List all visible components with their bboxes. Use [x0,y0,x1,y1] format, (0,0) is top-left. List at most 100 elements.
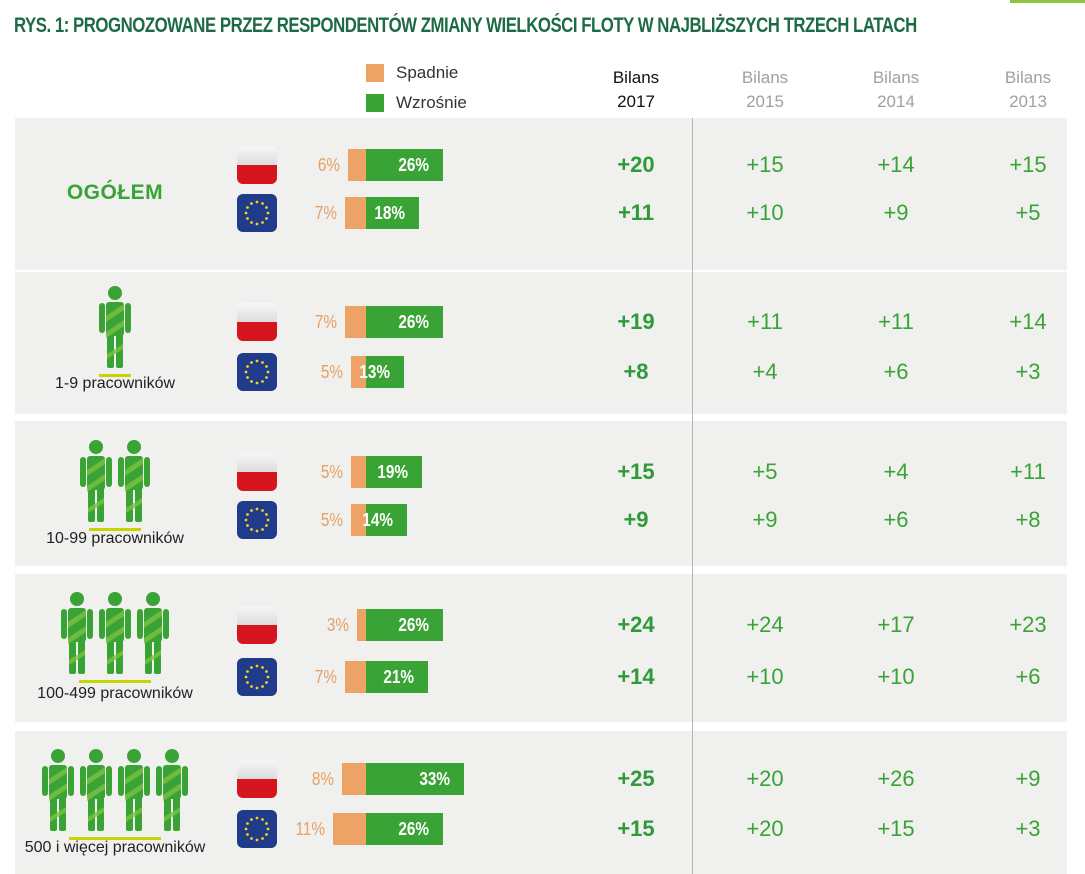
person-icon [118,749,150,831]
column-header-line1: Bilans [741,68,789,87]
person-icon [137,592,169,674]
group-underline [89,528,141,531]
balance-value: +11 [747,309,783,334]
balance-value: +5 [752,459,778,484]
chart-title: RYS. 1: PROGNOZOWANE PRZEZ RESPONDENTÓW … [14,14,917,37]
person-icon [61,592,93,674]
legend-item-increase: Wzrośnie [366,88,467,118]
column-header-2017: Bilans 2017 [591,66,681,114]
poland-flag-icon [237,760,277,798]
balance-value: +10 [746,200,784,225]
decrease-label: 5% [321,362,344,382]
balance-value: +10 [877,664,915,689]
balance-value: +10 [746,664,784,689]
flag-red-stripe [237,779,277,798]
bar-increase: 13% [360,356,405,388]
eu-stars-icon [244,664,270,690]
group-band [15,731,1067,874]
balance-value: +15 [617,816,655,841]
group-band [15,118,1067,270]
bar-decrease [345,197,366,229]
balance-value: +14 [617,664,655,689]
flag-white-stripe [237,760,277,779]
decrease-label: 5% [321,462,344,482]
poland-flag-icon [237,146,277,184]
balance-value: +11 [617,200,655,225]
legend-swatch-decrease [366,64,384,82]
balance-value: +14 [877,152,915,177]
increase-label: 26% [398,615,429,635]
increase-label: 33% [419,769,450,789]
flag-white-stripe [237,303,277,322]
flag-red-stripe [237,625,277,644]
legend-item-decrease: Spadnie [366,58,467,88]
flag-red-stripe [237,322,277,341]
balance-value: +17 [877,612,915,637]
balance-value: +8 [1015,507,1041,532]
column-header-line2: 2015 [746,92,784,111]
eu-flag-icon [237,501,277,539]
flag-white-stripe [237,146,277,165]
group-label: 1-9 pracowników [54,375,176,392]
group-band [15,272,1067,414]
group-label: OGÓŁEM [66,181,164,204]
balance-value: +20 [746,816,784,841]
bar-decrease [351,356,366,388]
flag-red-stripe [237,472,277,491]
legend-label-decrease: Spadnie [396,63,459,82]
balance-value: +15 [877,816,915,841]
group-band [15,421,1067,566]
bar-increase: 26% [366,306,443,338]
top-accent-line [1010,0,1085,3]
flag-white-stripe [237,453,277,472]
person-icon [80,749,112,831]
bar-increase: 26% [366,609,443,641]
balance-value: +6 [883,359,909,384]
increase-label: 19% [377,462,409,482]
column-header-line2: 2013 [1009,92,1047,111]
group-label: 500 i więcej pracowników [24,839,206,856]
group-underline [69,837,161,840]
balance-value: +15 [617,459,655,484]
group-label: 10-99 pracowników [46,530,184,547]
flag-red-stripe [237,165,277,184]
balance-value: +9 [883,200,909,225]
increase-label: 13% [359,362,391,382]
balance-value: +11 [1010,459,1046,484]
column-header-2014: Bilans 2014 [851,66,941,114]
column-header-line1: Bilans [1004,68,1052,87]
legend-label-increase: Wzrośnie [396,93,467,112]
increase-label: 14% [362,510,394,530]
balance-value: +14 [1009,309,1047,334]
decrease-label: 7% [315,667,338,687]
eu-stars-icon [244,359,270,385]
person-icon [80,440,112,522]
eu-flag-icon [237,810,277,848]
bar-decrease [333,813,366,845]
legend: Spadnie Wzrośnie [366,58,467,118]
bar-decrease [345,306,366,338]
column-header-line1: Bilans [612,68,660,87]
decrease-label: 5% [321,510,344,530]
decrease-label: 3% [326,615,350,635]
decrease-label: 11% [295,819,326,839]
poland-flag-icon [237,606,277,644]
increase-label: 26% [398,312,429,332]
bar-decrease [348,149,366,181]
decrease-label: 6% [318,155,341,175]
balance-value: +15 [746,152,784,177]
eu-flag-icon [237,353,277,391]
balance-value: +19 [617,309,655,334]
person-icon [156,749,188,831]
column-header-2015: Bilans 2015 [720,66,810,114]
increase-label: 26% [398,819,429,839]
bar-decrease [345,661,366,693]
people-icon-group [15,749,215,833]
legend-swatch-increase [366,94,384,112]
person-icon [118,440,150,522]
decrease-label: 8% [312,769,335,789]
balance-value: +3 [1015,359,1041,384]
balance-value: +24 [617,612,655,637]
eu-stars-icon [244,200,270,226]
flag-white-stripe [237,606,277,625]
